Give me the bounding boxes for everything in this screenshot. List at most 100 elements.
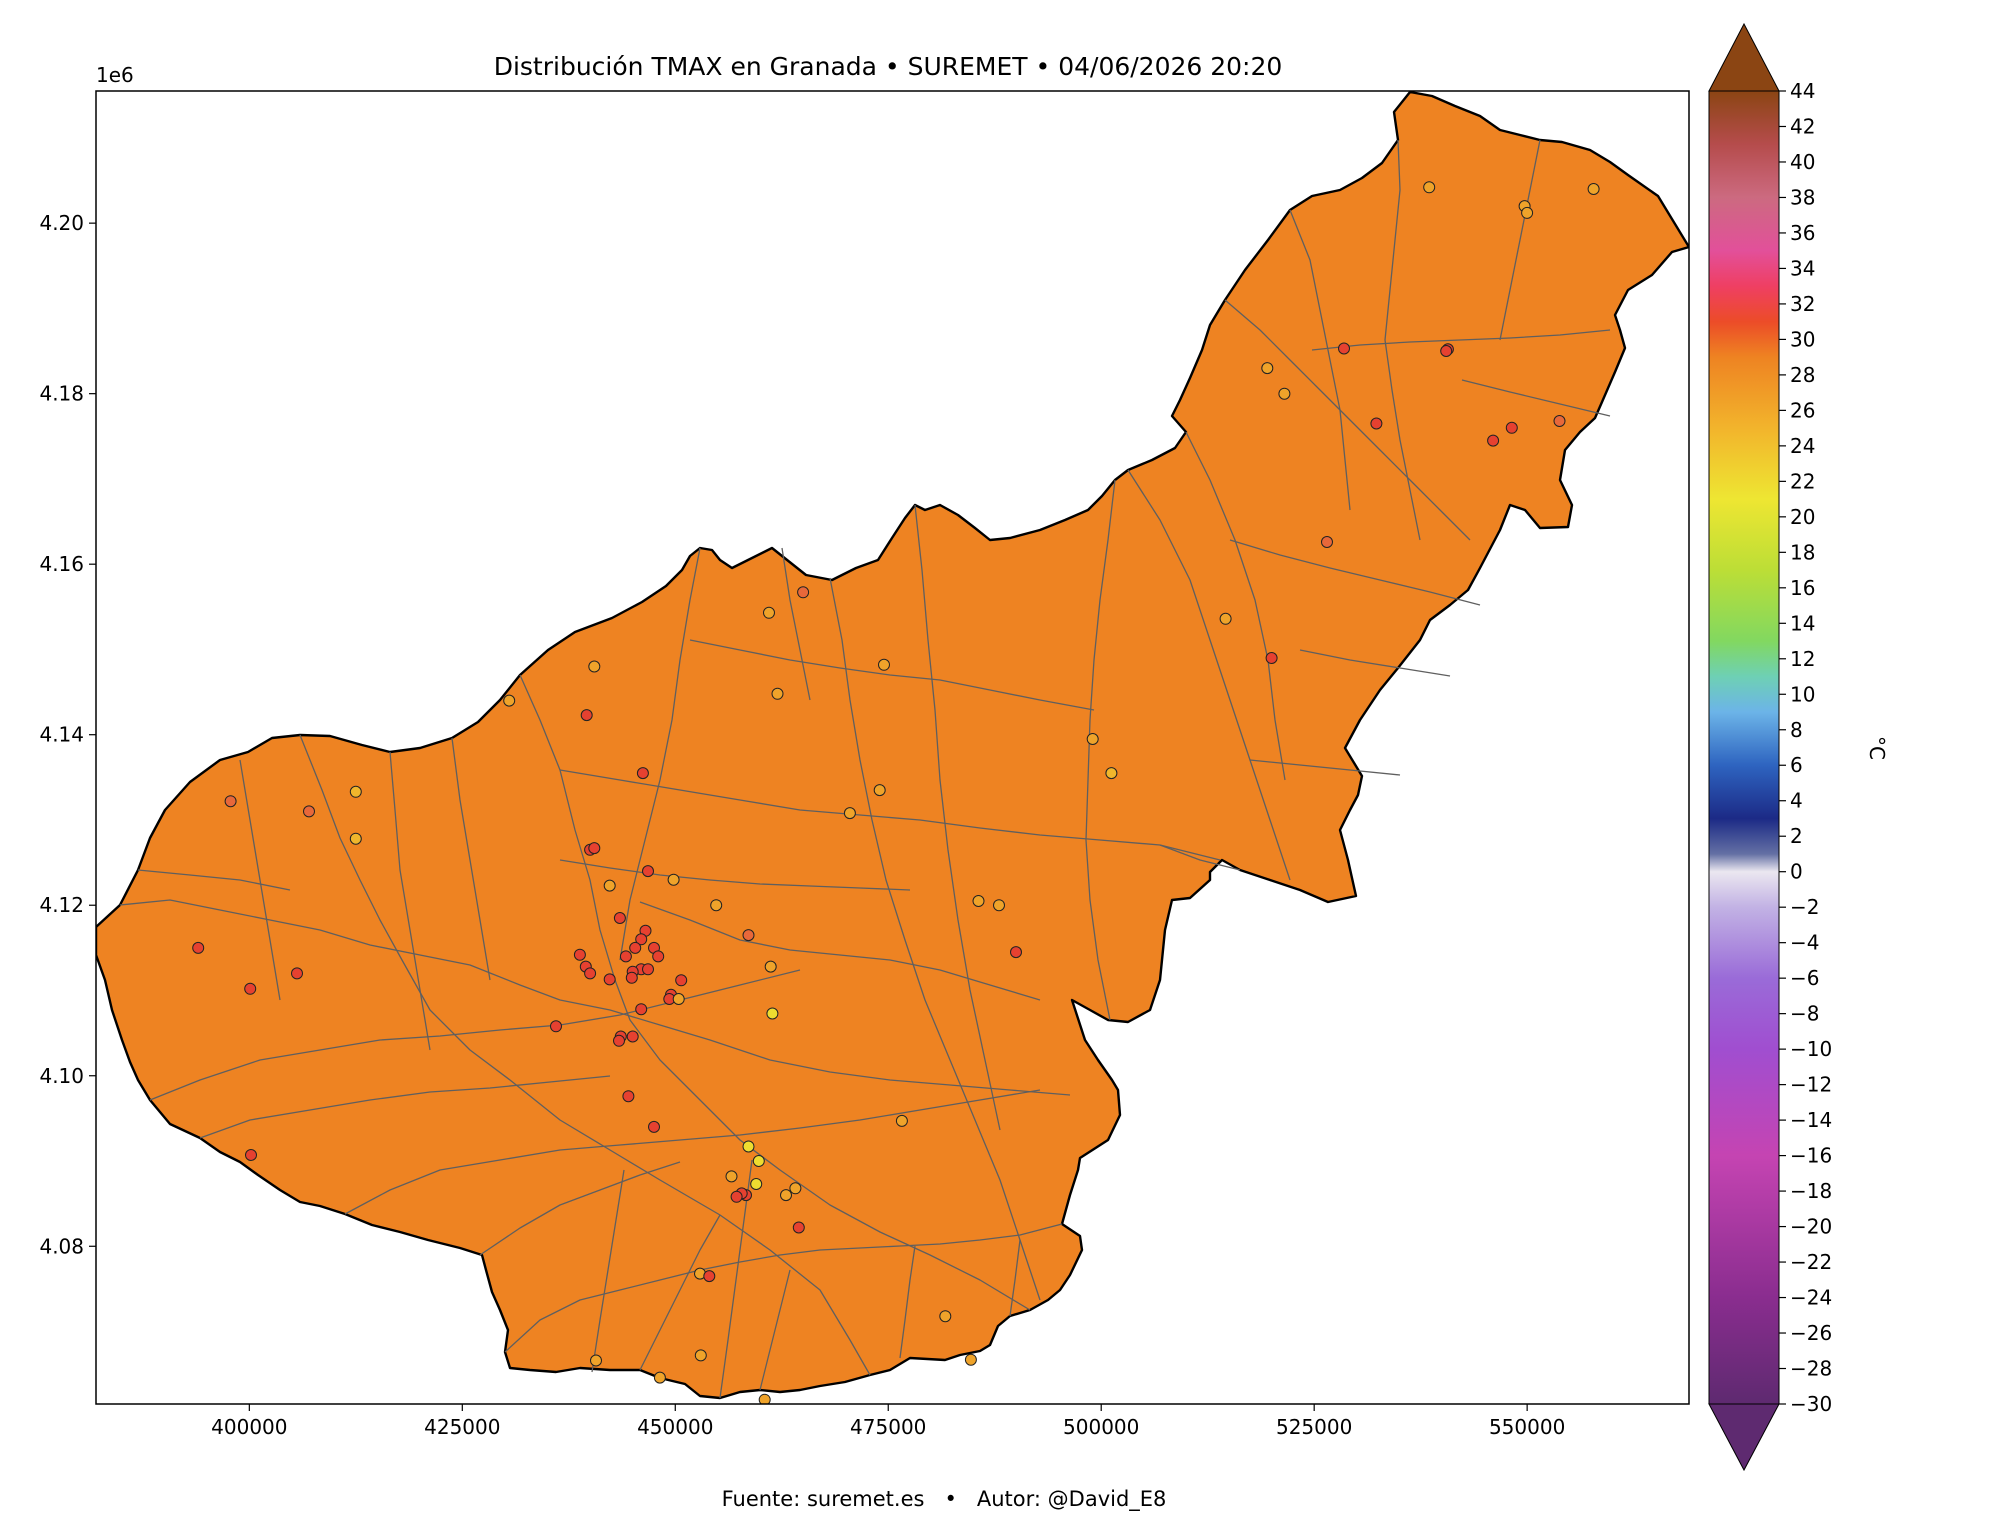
municipal-boundary	[519, 674, 1031, 1311]
colorbar-frame	[1708, 90, 1780, 1405]
station-point	[584, 967, 597, 980]
station-point	[789, 1182, 802, 1195]
station-point	[878, 658, 890, 671]
colorbar-tick-label: 40	[1790, 150, 1815, 174]
station-point	[1370, 417, 1383, 430]
station-point	[642, 963, 654, 976]
colorbar-tick-label: −20	[1790, 1215, 1832, 1239]
colorbar-tick-label: 22	[1790, 469, 1815, 493]
colorbar-ticks: 4442403836343230282624222018161412108642…	[1779, 79, 1832, 1416]
x-tick-label: 400000	[211, 1415, 287, 1439]
municipal-boundary	[1159, 844, 1241, 871]
station-point	[1086, 733, 1099, 745]
station-point	[703, 1270, 716, 1283]
colorbar-tick-label: 28	[1790, 363, 1815, 387]
station-point	[1338, 342, 1350, 355]
station-point	[1265, 652, 1278, 664]
station-point	[766, 1007, 779, 1020]
colorbar-tick-label: 12	[1790, 647, 1815, 671]
municipal-boundary	[1311, 329, 1611, 351]
colorbar-tick-label: 16	[1790, 576, 1815, 600]
station-point	[1278, 387, 1291, 400]
municipal-boundary	[1499, 139, 1541, 341]
x-tick-label: 475000	[850, 1415, 926, 1439]
municipal-boundary	[619, 547, 701, 961]
municipal-boundary	[344, 1089, 1041, 1215]
colorbar-tick-label: −10	[1790, 1037, 1832, 1061]
station-point	[224, 795, 237, 808]
station-point	[797, 586, 810, 599]
municipal-boundary	[299, 734, 871, 1376]
station-point	[1587, 183, 1600, 195]
colorbar-tick-label: 36	[1790, 221, 1815, 245]
station-point	[613, 1034, 625, 1047]
station-point	[752, 1155, 765, 1167]
station-point	[725, 1170, 738, 1183]
municipal-boundary	[479, 1161, 681, 1256]
municipal-boundary	[559, 859, 911, 891]
y-tick-label: 4.08	[39, 1234, 84, 1258]
weather-stations	[192, 181, 1600, 1404]
municipal-boundary	[149, 969, 801, 1101]
station-point	[244, 982, 257, 995]
municipal-boundary	[1229, 539, 1481, 606]
station-point	[192, 941, 205, 954]
station-point	[291, 967, 303, 980]
colorbar-tick-label: 30	[1790, 327, 1815, 351]
colorbar-tick-label: 14	[1790, 611, 1815, 635]
map-title: Distribución TMAX en Granada • SUREMET •…	[494, 52, 1283, 81]
y-axis-offset-label: 1e6	[96, 63, 134, 87]
colorbar-tick-label: 24	[1790, 434, 1815, 458]
colorbar-tick-label: 10	[1790, 682, 1815, 706]
colorbar-tick-label: −8	[1790, 1002, 1819, 1026]
colorbar-tick-label: 32	[1790, 292, 1815, 316]
station-point	[763, 606, 775, 619]
colorbar-tick-label: 4	[1790, 789, 1803, 813]
colorbar-tick-label: 34	[1790, 256, 1815, 280]
station-point	[590, 1354, 602, 1367]
station-point	[603, 879, 616, 892]
colorbar-tick-label: −18	[1790, 1179, 1832, 1203]
station-point	[993, 899, 1005, 912]
colorbar-tick-label: −28	[1790, 1357, 1832, 1381]
x-tick-label: 425000	[424, 1415, 500, 1439]
municipal-boundary	[639, 1214, 721, 1371]
colorbar-tick-label: 38	[1790, 185, 1815, 209]
municipal-boundary	[899, 1245, 916, 1359]
station-point	[667, 873, 680, 886]
station-point	[750, 1178, 763, 1190]
station-point	[758, 1393, 771, 1404]
x-tick-label: 500000	[1063, 1415, 1139, 1439]
municipal-boundary	[1185, 431, 1286, 781]
station-point	[1105, 767, 1118, 780]
station-point	[1423, 181, 1436, 194]
station-point	[710, 899, 723, 912]
station-point	[964, 1353, 977, 1366]
colorbar: 4442403836343230282624222018161412108642…	[1708, 22, 1889, 1472]
colorbar-tick-label: 6	[1790, 753, 1803, 777]
station-point	[873, 784, 886, 797]
municipal-boundary	[119, 899, 1071, 1096]
x-tick-label: 450000	[637, 1415, 713, 1439]
municipal-boundary	[689, 639, 1095, 711]
station-point	[550, 1020, 562, 1033]
station-point	[764, 960, 777, 973]
station-point	[694, 1349, 707, 1362]
station-point	[642, 865, 654, 878]
municipal-boundary	[1127, 469, 1291, 881]
municipal-boundary	[239, 759, 281, 1001]
colorbar-tick-label: −16	[1790, 1144, 1832, 1168]
y-tick-label: 4.16	[39, 552, 84, 576]
station-point	[603, 973, 616, 986]
station-point	[619, 950, 632, 963]
y-tick-label: 4.20	[39, 211, 84, 235]
colorbar-tick-label: −26	[1790, 1321, 1832, 1345]
colorbar-tick-label: −2	[1790, 895, 1819, 919]
station-point	[635, 1003, 648, 1016]
colorbar-tick-label: 18	[1790, 540, 1815, 564]
station-point	[1219, 612, 1232, 625]
colorbar-tick-label: −12	[1790, 1073, 1832, 1097]
axes-frame	[95, 90, 1690, 1405]
colorbar-extend-high	[1708, 22, 1780, 92]
